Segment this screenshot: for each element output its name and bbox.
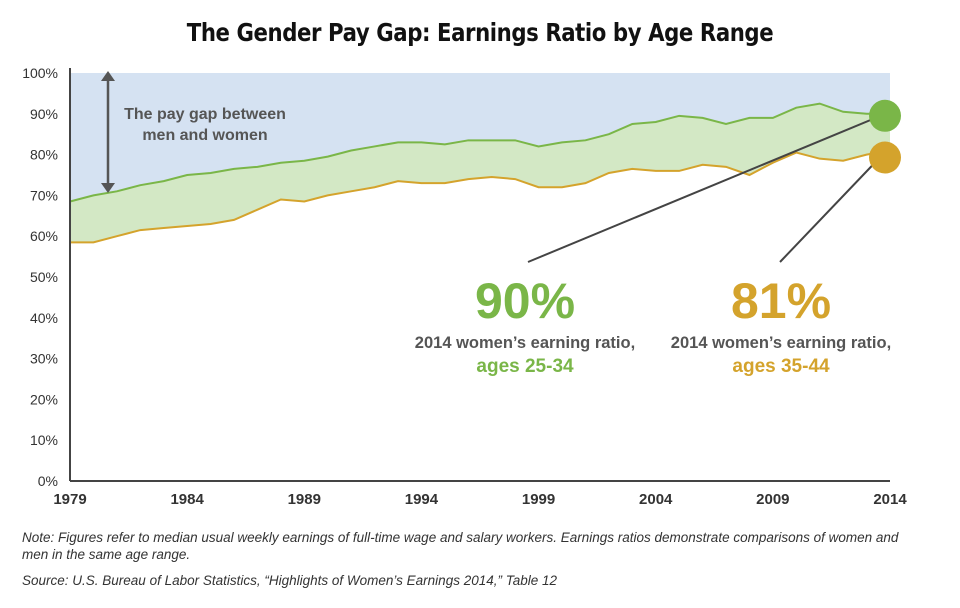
pay-gap-area xyxy=(70,73,890,202)
chart-note: Note: Figures refer to median usual week… xyxy=(22,530,899,562)
y-tick-label: 100% xyxy=(22,65,58,81)
y-tick-label: 30% xyxy=(30,351,58,367)
leader-line-25-34 xyxy=(527,113,886,263)
gap-label-line2: men and women xyxy=(142,127,267,144)
gap-label-line1: The pay gap between xyxy=(124,106,286,123)
chart-source: Source: U.S. Bureau of Labor Statistics,… xyxy=(22,573,558,588)
callout-ages-35-44: ages 35-44 xyxy=(732,356,830,377)
y-tick-label: 50% xyxy=(30,269,58,285)
series-line-35-44 xyxy=(70,149,891,244)
y-tick-label: 60% xyxy=(30,228,58,244)
x-tick-label: 1979 xyxy=(53,491,86,508)
end-marker-35-44 xyxy=(869,141,901,174)
value-callout-35-44: 81% xyxy=(731,273,831,329)
y-tick-label: 0% xyxy=(38,473,58,489)
end-marker-25-34 xyxy=(869,99,901,132)
x-tick-label: 1984 xyxy=(170,491,204,508)
x-tick-label: 2014 xyxy=(873,491,907,508)
callout-desc-25-34: 2014 women’s earning ratio, xyxy=(415,334,635,352)
chart-title: The Gender Pay Gap: Earnings Ratio by Ag… xyxy=(186,18,774,47)
x-tick-label: 2009 xyxy=(756,491,789,508)
x-tick-label: 2004 xyxy=(639,491,673,508)
band-area xyxy=(70,103,890,243)
arrow-down-icon xyxy=(101,183,115,193)
x-tick-label: 1989 xyxy=(288,491,321,508)
value-callout-25-34: 90% xyxy=(475,273,575,329)
y-tick-label: 20% xyxy=(30,391,58,407)
y-tick-label: 40% xyxy=(30,310,58,326)
leader-line-35-44 xyxy=(779,149,888,263)
series-line-25-34 xyxy=(69,102,890,203)
y-tick-label: 80% xyxy=(30,147,58,163)
x-tick-label: 1994 xyxy=(405,491,439,508)
arrow-up-icon xyxy=(101,71,115,81)
callout-desc-35-44: 2014 women’s earning ratio, xyxy=(671,334,891,352)
y-tick-label: 70% xyxy=(30,187,58,203)
y-tick-label: 90% xyxy=(30,106,58,122)
x-tick-label: 1999 xyxy=(522,491,555,508)
callout-ages-25-34: ages 25-34 xyxy=(476,356,574,377)
y-tick-label: 10% xyxy=(30,432,58,448)
